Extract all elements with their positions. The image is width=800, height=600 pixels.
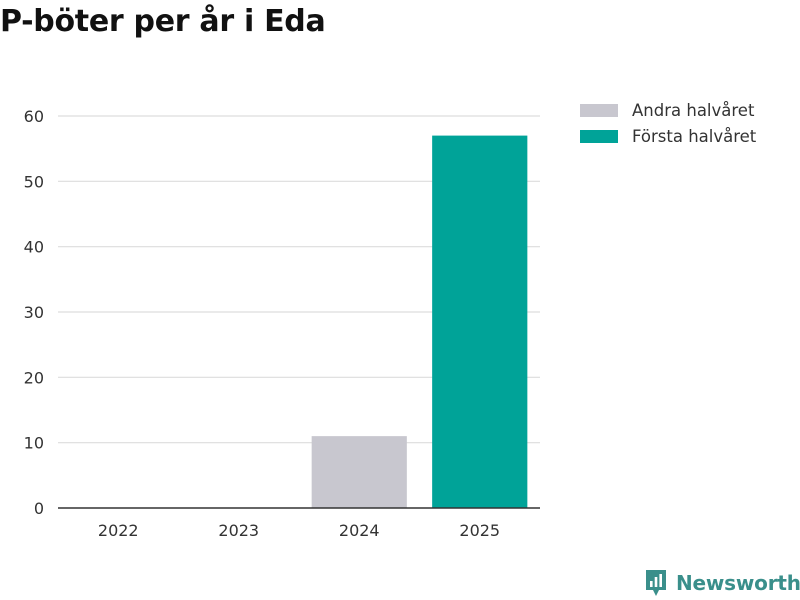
bar-2024-series-0: [311, 436, 407, 508]
brand-name: Newsworthy: [676, 571, 800, 595]
legend: Andra halvåret Första halvåret: [580, 97, 756, 149]
y-tick-label-30: 30: [24, 303, 44, 322]
legend-item-forsta-halvaret: Första halvåret: [580, 123, 756, 149]
newsworthy-logo-icon: [646, 570, 666, 596]
x-axis-ticks: 2022 2023 2024 2025: [98, 521, 500, 540]
x-tick-label-2023: 2023: [218, 521, 259, 540]
legend-swatch-forsta-halvaret: [580, 129, 618, 143]
y-tick-label-0: 0: [34, 499, 44, 518]
y-tick-label-60: 60: [24, 107, 44, 126]
bar-2025-series-1: [432, 135, 528, 508]
legend-item-andra-halvaret: Andra halvåret: [580, 97, 756, 123]
y-axis-ticks: 0 10 20 30 40 50 60: [24, 107, 44, 518]
x-tick-label-2025: 2025: [459, 521, 500, 540]
chart-title: P-böter per år i Eda: [0, 4, 326, 39]
grid-lines: [58, 115, 540, 444]
x-tick-label-2022: 2022: [98, 521, 139, 540]
y-tick-label-40: 40: [24, 238, 44, 257]
y-tick-label-20: 20: [24, 368, 44, 387]
legend-label-andra-halvaret: Andra halvåret: [632, 100, 755, 120]
legend-label-forsta-halvaret: Första halvåret: [632, 126, 757, 146]
y-tick-label-10: 10: [24, 434, 44, 453]
y-tick-label-50: 50: [24, 172, 44, 191]
brand-logo: Newsworthy: [644, 568, 800, 598]
legend-swatch-andra-halvaret: [580, 103, 618, 117]
x-tick-label-2024: 2024: [339, 521, 380, 540]
bars: [311, 135, 528, 508]
